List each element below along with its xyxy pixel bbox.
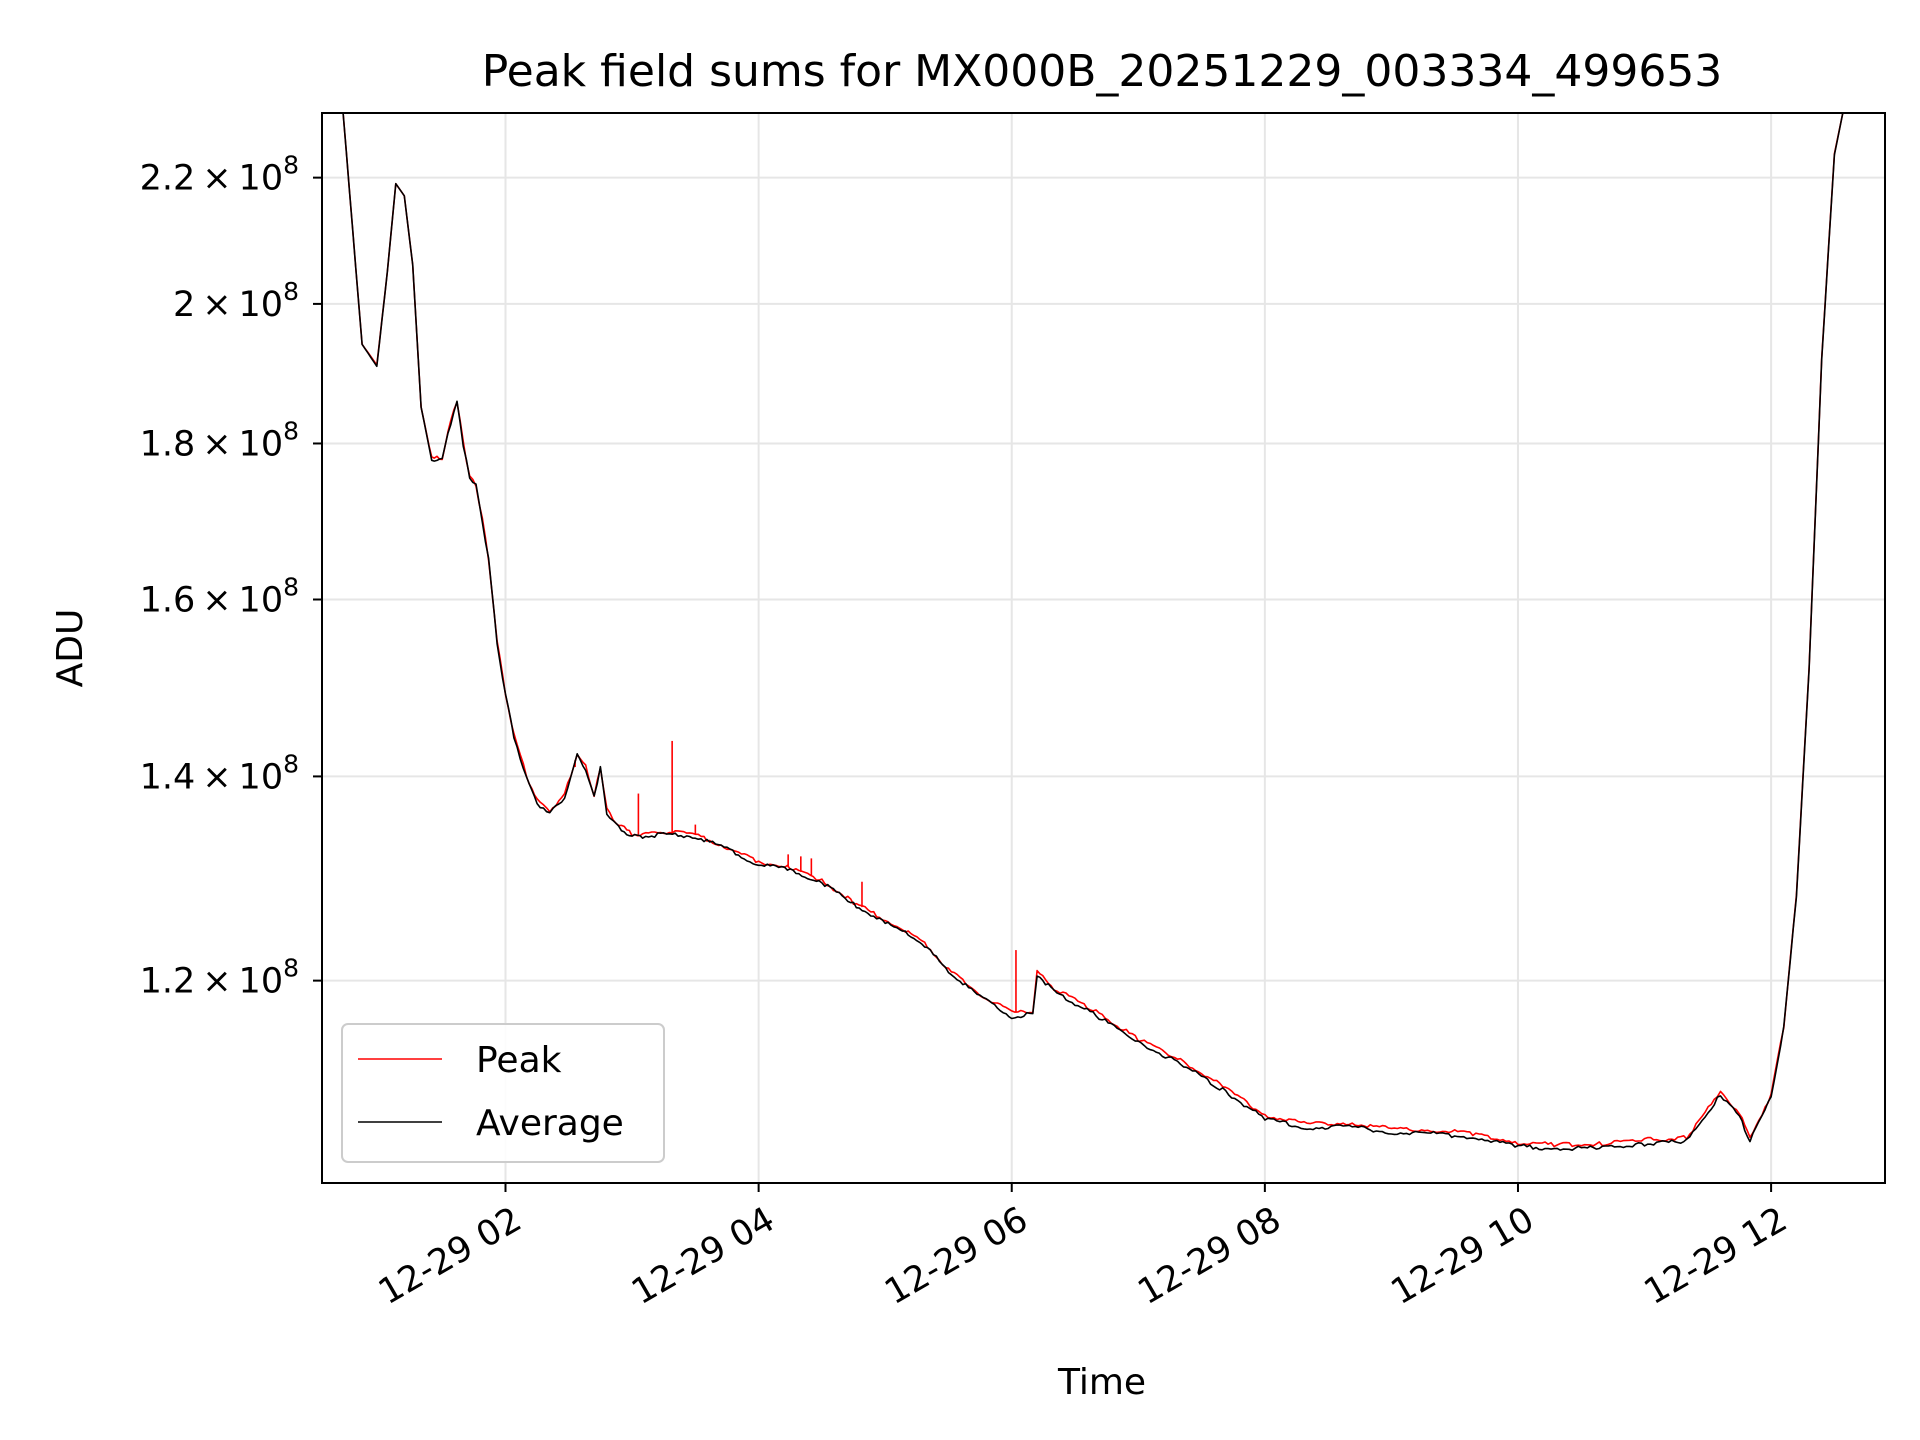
y-axis: 1.2 × 108 1.4 × 108 1.6 × 108 1.8 × 108 2 × … (140, 151, 322, 1002)
y-tick-label: 2.2 × 108 (140, 151, 299, 199)
y-tick-label: 2 × 108 (173, 277, 299, 325)
chart-title: Peak field sums for MX000B_20251229_0033… (482, 46, 1723, 97)
y-axis-label: ADU (50, 609, 91, 688)
y-tick-label: 1.4 × 108 (140, 749, 299, 797)
x-axis-label: Time (1057, 1362, 1146, 1403)
grid (322, 113, 1885, 1183)
legend-label-peak: Peak (476, 1040, 562, 1081)
plot-frame (321, 112, 1886, 1184)
y-tick-label: 1.8 × 108 (140, 416, 299, 464)
y-tick-label: 1.2 × 108 (140, 954, 299, 1002)
series-layer (322, 113, 1852, 1151)
legend-label-average: Average (476, 1103, 624, 1144)
y-tick-label: 1.6 × 108 (140, 573, 299, 621)
legend: Peak Average (341, 1023, 665, 1163)
series-line-average (322, 113, 1852, 1151)
